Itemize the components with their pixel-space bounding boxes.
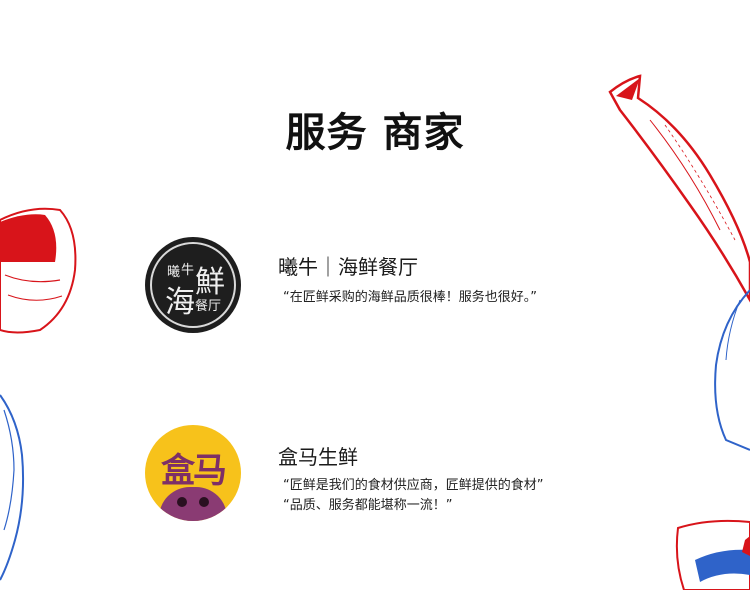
logo-char: 曦	[167, 265, 181, 280]
merchant-quote: “在匠鲜采购的海鲜品质很棒！服务也很好。”	[283, 288, 537, 308]
hippo-mascot-icon	[159, 487, 227, 521]
merchant-quote: “匠鲜是我们的食材供应商，匠鲜提供的食材” “品质、服务都能堪称一流！”	[283, 476, 543, 516]
hippo-eye	[177, 497, 187, 507]
logo-mark: 盒马	[161, 451, 227, 491]
merchant-card-hema: 盒马 盒马生鲜 “匠鲜是我们的食材供应商，匠鲜提供的食材” “品质、服务都能堪称…	[145, 425, 705, 525]
sushi-bottom-right-illustration	[675, 519, 750, 590]
blue-sketch-left	[0, 394, 25, 581]
logo-char: 餐厅	[195, 299, 222, 314]
quote-line: “匠鲜是我们的食材供应商，匠鲜提供的食材”	[283, 478, 544, 493]
quote-line: “品质、服务都能堪称一流！”	[283, 498, 453, 513]
merchant-name: 曦牛｜海鲜餐厅	[278, 255, 418, 279]
logo-char: 牛	[181, 263, 195, 278]
hema-logo: 盒马	[145, 425, 241, 521]
hippo-eye	[199, 497, 209, 507]
merchant-name: 盒马生鲜	[278, 445, 358, 469]
quote-line: “在匠鲜采购的海鲜品质很棒！服务也很好。”	[283, 290, 537, 305]
logo-lettering: 曦 牛 海 鮮 餐厅	[145, 237, 241, 333]
page-title: 服务 商家	[285, 110, 465, 156]
logo-ring	[150, 242, 236, 328]
fish-right-illustration	[608, 74, 750, 451]
xiniu-logo: 曦 牛 海 鮮 餐厅	[145, 237, 241, 333]
logo-char: 鮮	[195, 265, 225, 300]
merchant-card-xiniu: 曦 牛 海 鮮 餐厅 曦牛｜海鲜餐厅 “在匠鲜采购的海鲜品质很棒！服务也很好。”	[145, 237, 705, 337]
sushi-left-illustration	[0, 207, 77, 334]
logo-char: 海	[165, 285, 195, 320]
